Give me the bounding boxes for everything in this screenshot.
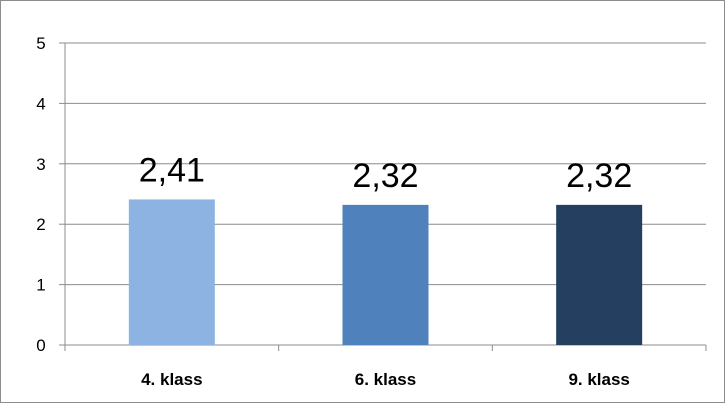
- y-tick-label: 3: [36, 155, 45, 174]
- data-label: 2,32: [566, 157, 632, 195]
- y-tick-label: 2: [36, 215, 45, 234]
- x-category-label: 6. klass: [355, 370, 416, 389]
- x-category-label: 4. klass: [141, 370, 202, 389]
- bars: [128, 199, 643, 345]
- bar-2: [342, 204, 429, 345]
- y-tick-label: 0: [36, 336, 45, 355]
- data-label: 2,41: [139, 151, 205, 189]
- y-tick-label: 5: [36, 34, 45, 53]
- x-category-label: 9. klass: [568, 370, 629, 389]
- bar-1: [128, 199, 215, 345]
- y-tick-label: 4: [36, 94, 45, 113]
- y-tick-label: 1: [36, 276, 45, 295]
- data-label: 2,32: [352, 157, 418, 195]
- y-axis: 0 1 2 3 4 5: [36, 34, 66, 355]
- bar-3: [556, 204, 643, 345]
- data-labels: 2,41 2,32 2,32: [139, 151, 633, 194]
- x-axis: 4. klass 6. klass 9. klass: [64, 344, 707, 389]
